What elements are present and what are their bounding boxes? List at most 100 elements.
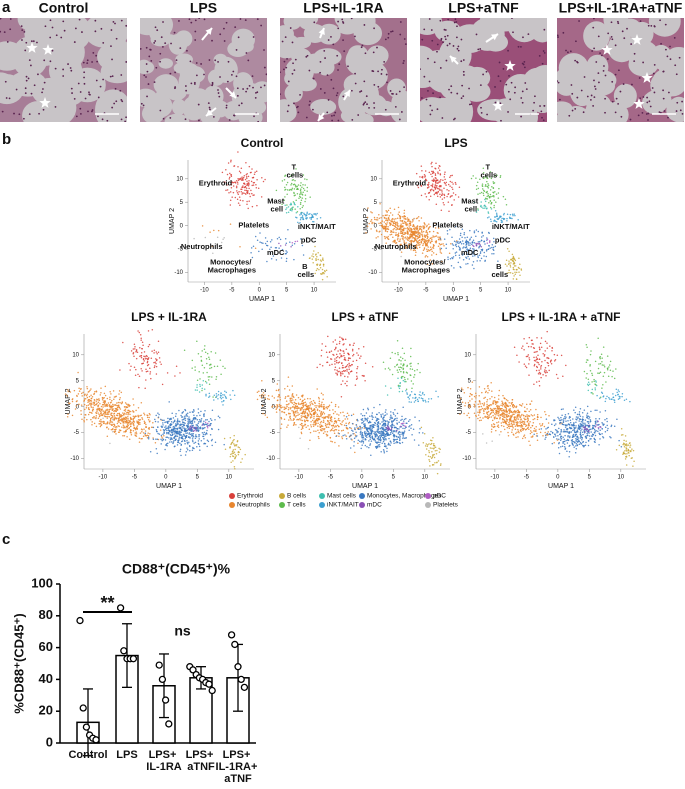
cell-point [96,398,98,400]
cell-point [426,256,429,258]
cell-point [154,441,157,444]
cell-point [396,217,399,219]
cell-point [457,245,460,247]
cell-point [262,392,265,394]
y-tick-label: -5 [372,247,378,253]
cell-point [134,432,136,434]
nucleus [251,75,254,78]
cell-point [409,368,412,370]
cell-point [297,411,299,414]
nucleus [96,60,99,63]
cell-point [475,177,477,179]
y-tick-label: -10 [70,456,79,462]
cell-point [441,198,444,200]
cell-point [134,348,136,350]
cell-point [408,243,410,245]
cell-point [379,202,381,205]
cell-point [380,233,383,236]
y-tick-label: 5 [180,200,184,206]
cell-point [291,385,294,387]
cell-point [458,238,461,240]
image-title: LPS [190,0,217,16]
cell-point [276,399,279,402]
cell-point [398,385,401,387]
nucleus [20,25,23,28]
cell-point [337,417,340,420]
cell-point [155,438,157,440]
cell-point [146,414,148,416]
cell-point [425,196,428,198]
cell-point [118,425,120,428]
cell-point [512,263,515,265]
cell-point [203,413,205,415]
cell-point [157,426,159,428]
cell-point [161,439,163,442]
cell-point [402,406,404,408]
cell-point [295,216,297,219]
nucleus [211,39,213,42]
cell-point [511,253,514,256]
cell-point [208,358,211,361]
cell-point [331,420,333,423]
cell-point [334,405,337,408]
cell-point [484,198,486,201]
cell-point [95,400,98,402]
y-tick-label: -5 [178,247,184,253]
nucleus [521,101,524,104]
cell-point [316,212,318,215]
histology-image [140,18,267,122]
cell-point [438,187,440,190]
cell-point [294,208,296,210]
cell-point [483,205,485,207]
cell-point [461,240,464,242]
cell-point [326,415,328,418]
cell-point [486,180,488,183]
cell-point [163,419,165,422]
cell-point [230,183,232,185]
cell-point [404,236,407,239]
nucleus [441,117,444,119]
cell-point [451,174,453,177]
cell-point [400,255,402,258]
nucleus [245,90,247,93]
nucleus [212,116,215,118]
cell-point [288,403,290,405]
cell-point [442,202,445,204]
cell-point [88,395,91,398]
cell-point [155,358,157,360]
cell-point [391,351,393,354]
cell-point [252,245,255,248]
cell-point [479,252,482,255]
nucleus [559,98,561,101]
alveolus [17,18,53,33]
cell-point [299,398,302,401]
cell-point [405,238,407,240]
cell-point [300,188,302,190]
cell-point [123,431,125,433]
cell-point [424,399,426,402]
cell-point [170,429,173,432]
y-tick-label: -5 [270,430,276,436]
alveolus [606,109,628,122]
nucleus [23,30,26,33]
cell-point [441,191,443,193]
cell-point [334,348,336,351]
nucleus [456,47,459,50]
cell-point [251,192,253,195]
cell-point [437,181,439,183]
nucleus [240,102,243,105]
cell-point [338,342,341,345]
cell-point [169,424,171,426]
cell-point [366,216,369,219]
cell-point [194,417,197,420]
nucleus [457,45,460,48]
cell-point [455,251,458,253]
nucleus [265,73,267,76]
cell-point [479,205,482,208]
cell-point [329,417,332,420]
cell-point [364,434,366,436]
cell-point [348,414,350,417]
nucleus [49,60,52,63]
cell-point [310,416,313,418]
cell-point [326,431,329,433]
